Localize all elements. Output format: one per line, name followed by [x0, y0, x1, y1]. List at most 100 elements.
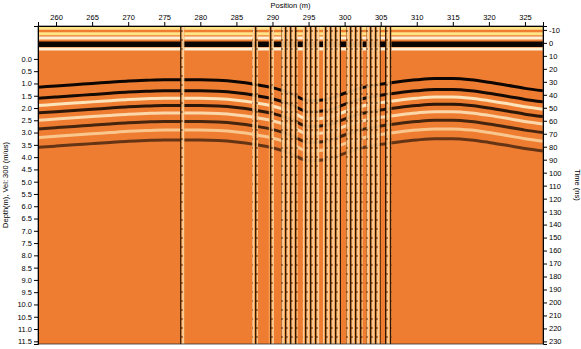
- tick-mark: [543, 225, 547, 226]
- tick-mark: [34, 317, 38, 318]
- noise-band: [180, 26, 184, 344]
- tick-label: 220: [549, 324, 562, 333]
- tick: 300: [339, 13, 352, 26]
- tick-label: 0.0: [22, 55, 32, 64]
- tick: 210: [543, 311, 562, 320]
- tick: 5.5: [22, 190, 38, 199]
- tick-label: 20: [549, 65, 557, 74]
- tick: 10.0: [17, 300, 38, 309]
- tick-mark: [417, 22, 418, 26]
- tick: 305: [375, 13, 388, 26]
- tick-mark: [34, 231, 38, 232]
- tick-label: 2.0: [22, 104, 32, 113]
- tick-mark: [543, 82, 547, 83]
- tick-label: 70: [549, 130, 557, 139]
- tick: 9.0: [22, 276, 38, 285]
- tick-label: 260: [50, 13, 63, 22]
- tick: 5.0: [22, 178, 38, 187]
- tick: 200: [543, 298, 562, 307]
- tick: 6.0: [22, 202, 38, 211]
- plot-background: [38, 26, 543, 344]
- tick-label: 9.5: [22, 288, 32, 297]
- tick-mark: [34, 341, 38, 342]
- tick: 130: [543, 208, 562, 217]
- tick-label: 320: [483, 13, 496, 22]
- tick-label: 90: [549, 156, 557, 165]
- tick: 4.5: [22, 165, 38, 174]
- tick-mark: [543, 251, 547, 252]
- tick-label: -10: [549, 26, 560, 35]
- tick-label: 1.0: [22, 79, 32, 88]
- tick-label: 275: [158, 13, 171, 22]
- tick-mark: [34, 169, 38, 170]
- plot-frame: [38, 26, 543, 344]
- axis-line: [39, 22, 544, 27]
- tick-label: 8.0: [22, 251, 32, 260]
- tick: 290: [267, 13, 280, 26]
- tick-label: 295: [303, 13, 316, 22]
- tick-label: 10: [549, 52, 557, 61]
- tick-mark: [34, 243, 38, 244]
- x-axis: 2602652702752802852902953003053103153203…: [39, 13, 544, 27]
- tick-mark: [34, 304, 38, 305]
- tick-label: 60: [549, 117, 557, 126]
- tick-mark: [200, 22, 201, 26]
- tick: 2.0: [22, 104, 38, 113]
- tick: 11.5: [18, 337, 38, 346]
- tick: 40: [543, 91, 557, 100]
- tick-mark: [543, 277, 547, 278]
- tick-mark: [543, 264, 547, 265]
- tick-mark: [543, 108, 547, 109]
- tick-mark: [543, 315, 547, 316]
- tick: 0.0: [22, 55, 38, 64]
- tick-mark: [34, 145, 38, 146]
- tick-mark: [543, 56, 547, 57]
- noise-band: [303, 26, 320, 344]
- tick-mark: [34, 108, 38, 109]
- tick-mark: [34, 59, 38, 60]
- noise-band: [346, 26, 363, 344]
- tick-label: 0.5: [22, 67, 32, 76]
- tick-mark: [128, 22, 129, 26]
- tick-label: 290: [267, 13, 280, 22]
- tick-mark: [34, 120, 38, 121]
- tick-label: 2.5: [22, 116, 32, 125]
- noise-band: [385, 26, 391, 344]
- tick-mark: [543, 328, 547, 329]
- tick-mark: [543, 147, 547, 148]
- tick: 275: [158, 13, 171, 26]
- tick: 280: [195, 13, 208, 26]
- chart: 2602652702752802852902953003053103153203…: [0, 0, 581, 349]
- tick: 170: [543, 259, 562, 268]
- tick-label: 7.5: [22, 239, 32, 248]
- noise-band: [269, 26, 274, 344]
- tick-mark: [34, 71, 38, 72]
- tick: 0.5: [22, 67, 38, 76]
- tick-mark: [543, 30, 547, 31]
- tick-label: 160: [549, 246, 562, 255]
- tick-label: 265: [86, 13, 99, 22]
- tick: 11.0: [18, 325, 38, 334]
- tick: 1.5: [22, 92, 38, 101]
- tick-label: 3.0: [22, 128, 32, 137]
- y-axis: 0.0 0.5 1.0 1.5 2.0 2.5 3.0 3.5 4.0 4.5 5.0 5.5 6.0 6…: [17, 27, 38, 347]
- noise-band: [281, 26, 298, 344]
- y2-axis: -100102030405060708090100110120130140150…: [543, 26, 562, 347]
- tick-mark: [34, 133, 38, 134]
- tick: 260: [50, 13, 63, 26]
- tick-label: 100: [549, 169, 562, 178]
- tick-mark: [543, 134, 547, 135]
- tick-label: 4.5: [22, 165, 32, 174]
- tick: 1.0: [22, 79, 38, 88]
- tick-label: 130: [549, 208, 562, 217]
- tick: 90: [543, 156, 557, 165]
- tick-label: 180: [549, 272, 562, 281]
- tick: 7.5: [22, 239, 38, 248]
- tick-mark: [272, 22, 273, 26]
- tick: 4.0: [22, 153, 38, 162]
- tick: 3.5: [22, 141, 38, 150]
- tick-mark: [34, 83, 38, 84]
- tick-mark: [34, 194, 38, 195]
- tick-label: 6.5: [22, 214, 32, 223]
- tick: 180: [543, 272, 562, 281]
